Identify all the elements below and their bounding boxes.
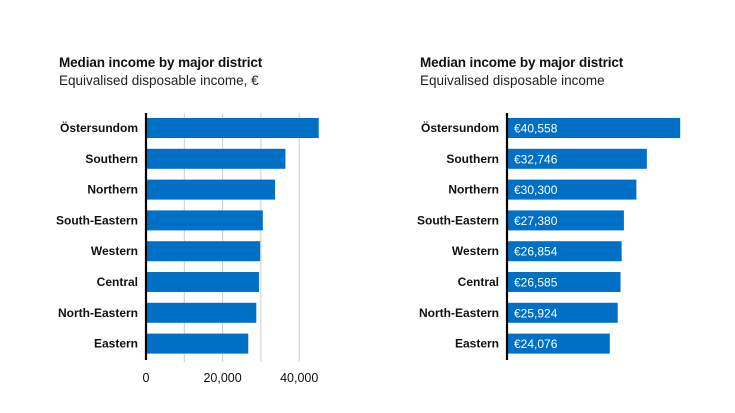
right-chart-subtitle: Equivalised disposable income [420,73,605,88]
category-label: Eastern [455,337,499,351]
bar [507,302,618,323]
left-chart-subtitle: Equivalised disposable income, € [59,73,259,88]
category-label: Central [97,275,138,289]
bar [507,148,647,169]
bar [507,333,610,354]
data-label: €25,924 [514,306,558,320]
bar [507,241,622,262]
bar [507,118,681,138]
x-tick-label: 40,000 [280,371,318,385]
bar [146,118,319,138]
x-tick-label: 20,000 [203,371,241,385]
category-label: South-Eastern [417,213,499,227]
bar [146,333,249,354]
category-label: Eastern [94,337,138,351]
data-label: €24,076 [514,337,558,351]
bar [507,179,637,200]
left-chart-title: Median income by major district [59,55,263,70]
data-label: €27,380 [514,214,558,228]
bar [507,272,621,292]
bar [146,241,261,262]
right-chart-panel: Median income by major district Equivali… [361,0,721,413]
data-label: €32,746 [514,152,558,166]
category-label: North-Eastern [58,306,138,320]
category-label: Southern [85,152,138,166]
category-label: North-Eastern [419,306,499,320]
data-label: €26,585 [514,276,558,290]
category-label: Östersundom [60,120,138,135]
category-label: Northern [448,183,499,197]
category-label: South-Eastern [56,213,138,227]
bar [146,272,259,292]
x-tick-label: 0 [143,371,150,385]
bar [146,210,263,231]
category-label: Southern [446,152,499,166]
bar [146,302,257,323]
bar [146,148,286,169]
data-label: €26,854 [514,245,558,259]
category-label: Östersundom [421,120,499,135]
bar [146,179,276,200]
category-label: Western [91,244,138,258]
category-label: Northern [87,183,138,197]
bar [507,210,624,231]
right-chart-title: Median income by major district [420,55,624,70]
category-label: Central [458,275,499,289]
data-label: €40,558 [514,122,558,136]
right-bar-chart: Östersundom €40,558 Southern €32,746 Norther… [417,113,681,360]
data-label: €30,300 [514,183,558,197]
left-chart-panel: Median income by major district Equivali… [0,0,360,413]
left-bar-chart: Östersundom Southern Northern South-Eastern… [56,113,319,385]
category-label: Western [452,244,499,258]
